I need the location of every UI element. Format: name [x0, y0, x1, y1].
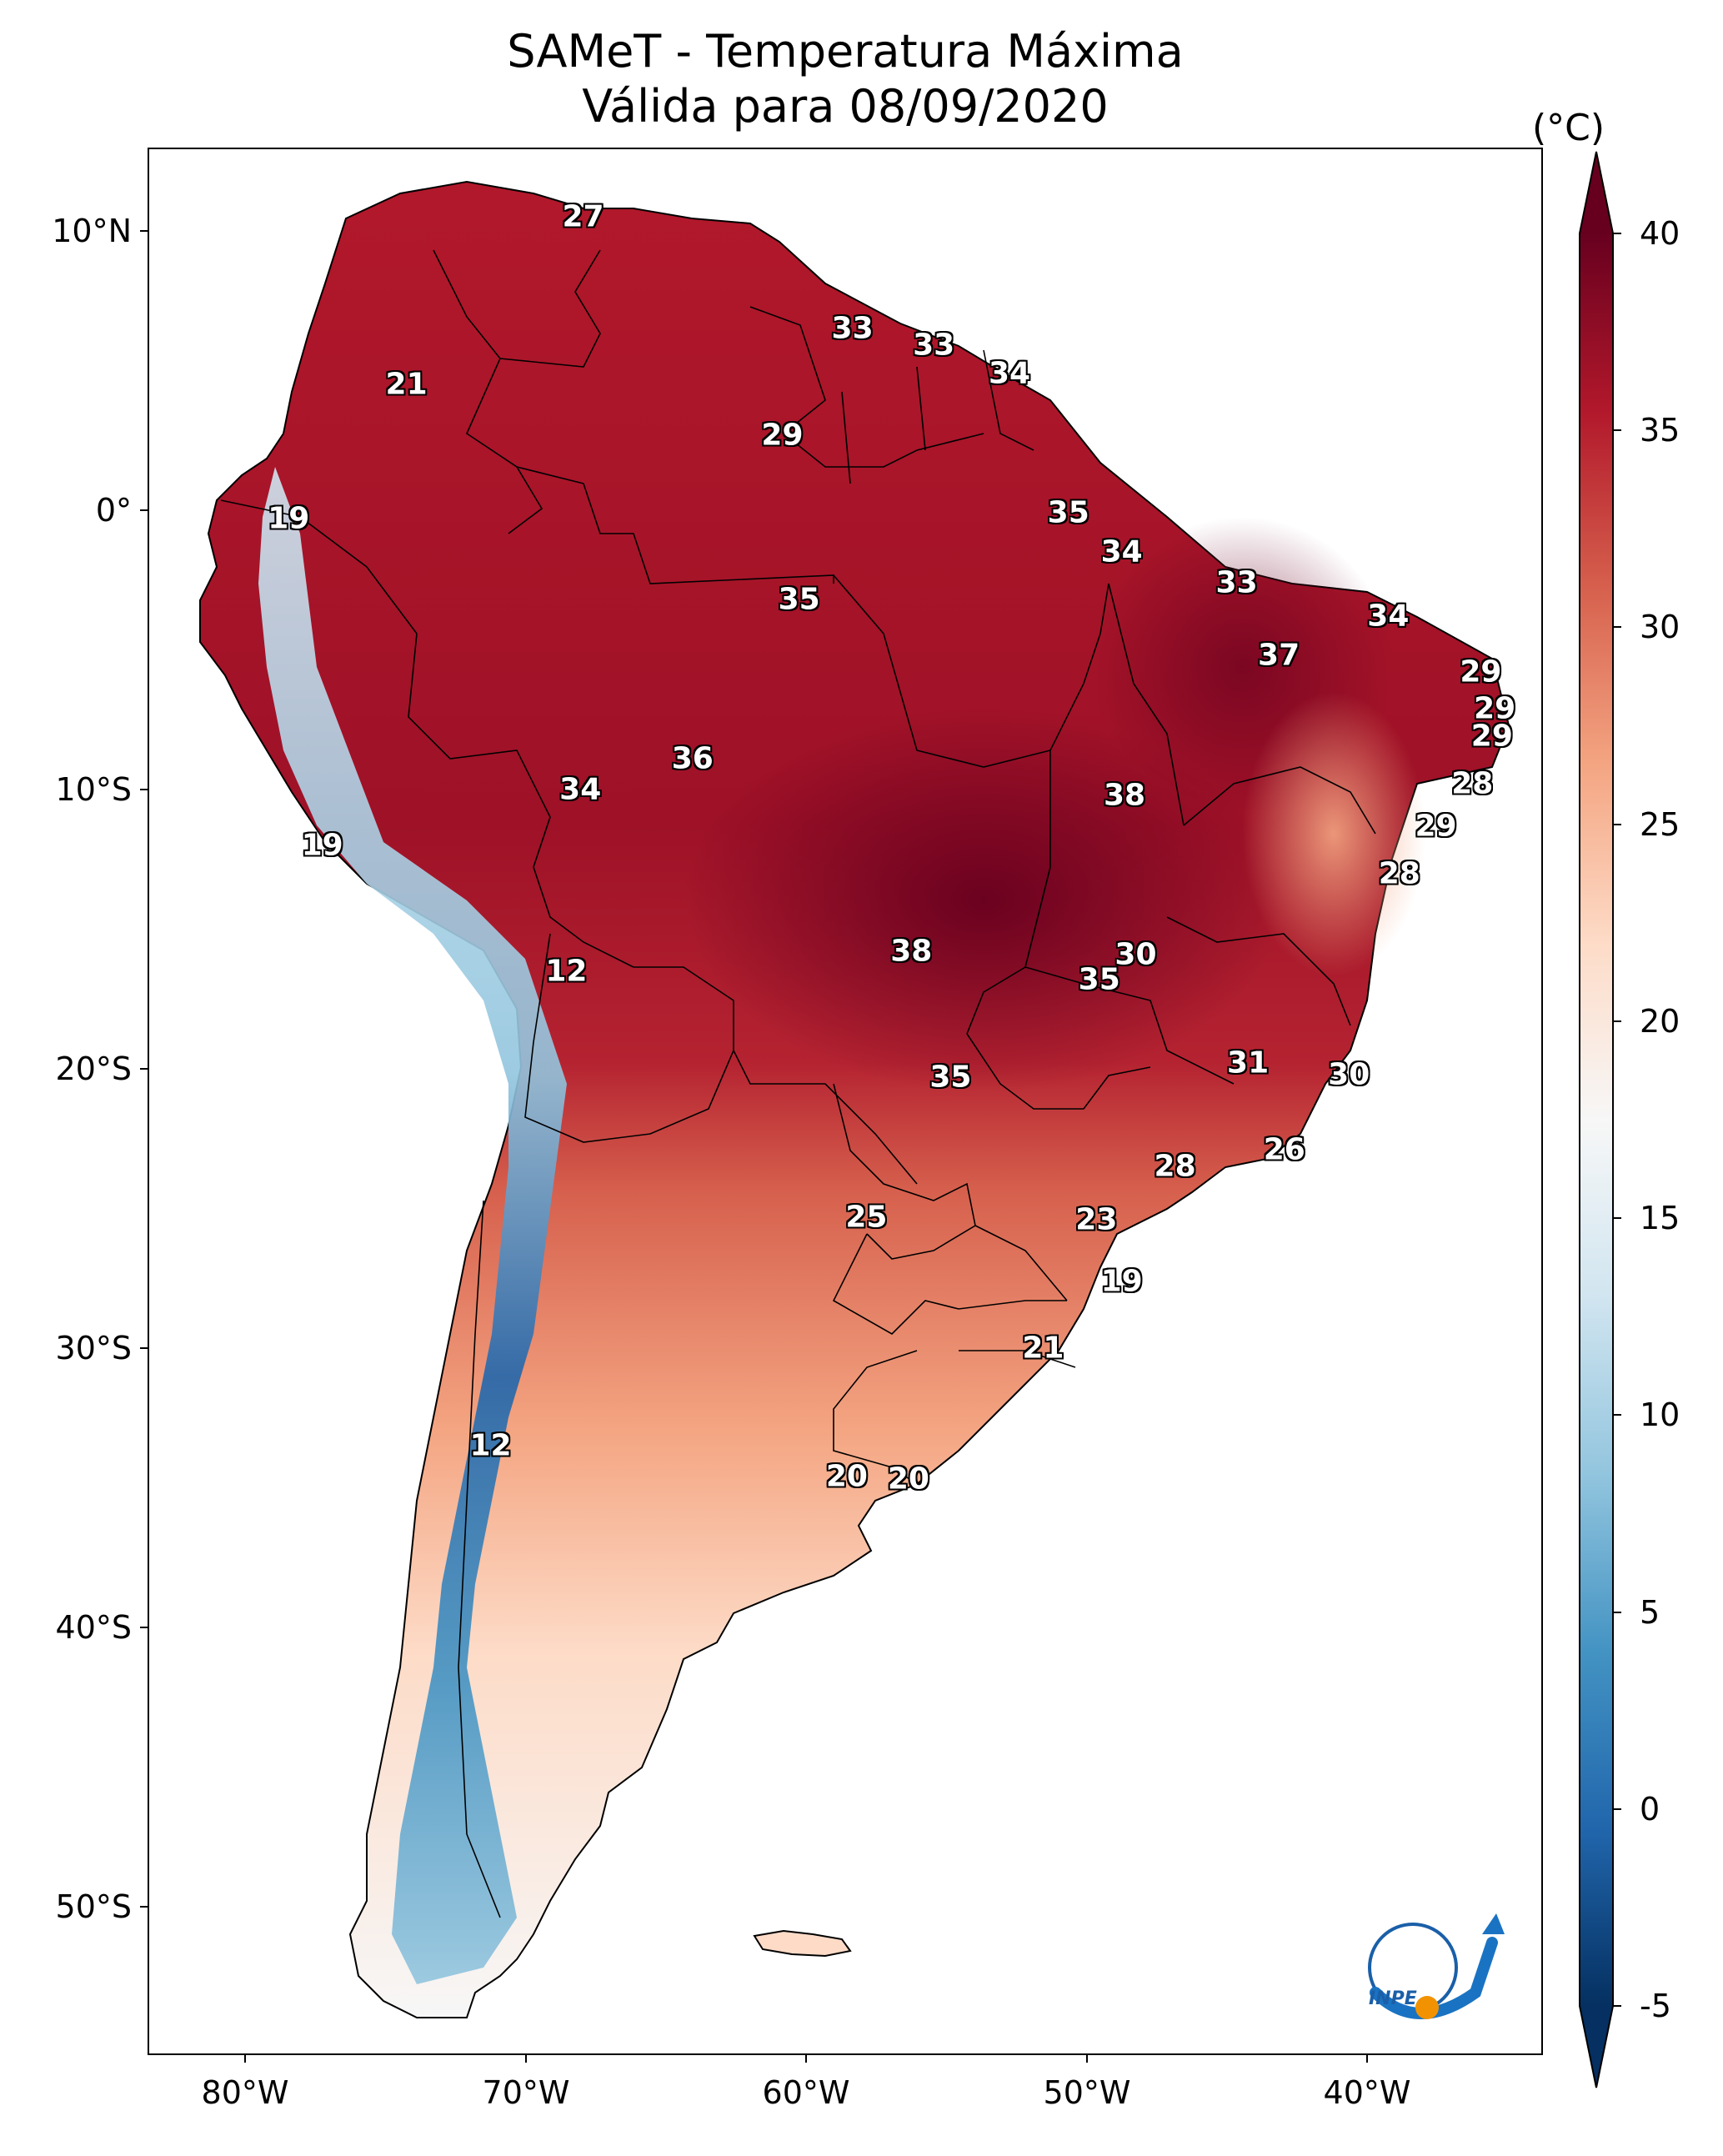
lat-tick-label: 20°S: [55, 1050, 132, 1087]
temperature-label: 19: [1100, 1264, 1143, 1299]
temperature-label: 29: [761, 418, 804, 453]
colorbar-tick-label: -5: [1640, 1988, 1671, 2024]
continent-layer: [199, 180, 1510, 2018]
colorbar-tick-label: 5: [1640, 1594, 1660, 1631]
temperature-label: 30: [1114, 937, 1157, 972]
temperature-label: 28: [1378, 856, 1420, 890]
temperature-label: 29: [1470, 719, 1513, 754]
temperature-label: 30: [1328, 1057, 1370, 1092]
temperature-label: 38: [1103, 778, 1146, 813]
logo-text: INPE: [1369, 1988, 1417, 2009]
temperature-label: 38: [890, 934, 933, 969]
temperature-label: 31: [1227, 1045, 1270, 1081]
andes-cold-strip: [258, 467, 567, 1984]
falkland-islands: [753, 1929, 852, 1958]
temperature-label: 35: [778, 582, 820, 617]
temperature-label: 33: [831, 311, 874, 346]
lon-tick-label: 70°W: [482, 2074, 570, 2111]
temperature-label: 35: [929, 1060, 972, 1095]
colorbar-gradient: [1580, 233, 1613, 2006]
temperature-label: 29: [1415, 809, 1457, 844]
lon-tick-label: 50°W: [1043, 2074, 1131, 2111]
temperature-label: 26: [1263, 1132, 1305, 1167]
lat-tick-label: 40°S: [55, 1609, 132, 1646]
temperature-label: 20: [887, 1462, 929, 1497]
temperature-label: 36: [671, 741, 714, 776]
colorbar-tick-label: 10: [1640, 1396, 1680, 1433]
temperature-label: 34: [1100, 534, 1143, 569]
temperature-label: 12: [469, 1428, 512, 1463]
colorbar-bottom-arrow: [1580, 2006, 1613, 2088]
axis-tick-marks: [140, 230, 1621, 2063]
temperature-label: 28: [1451, 766, 1494, 801]
temperature-label: 29: [1474, 691, 1516, 726]
colorbar-tick-label: 0: [1640, 1791, 1660, 1828]
colorbar-tick-label: 35: [1640, 412, 1680, 449]
temperature-label: 21: [385, 367, 428, 402]
lat-tick-label: 10°S: [55, 771, 132, 808]
colorbar-tick-label: 15: [1640, 1200, 1680, 1236]
temperature-label: 19: [268, 501, 310, 536]
lat-tick-label: 50°S: [55, 1888, 132, 1925]
temperature-label: 19: [301, 828, 343, 863]
colorbar: [1579, 151, 1614, 2088]
temperature-label: 27: [562, 199, 604, 234]
temperature-label: 34: [559, 772, 602, 807]
lon-tick-label: 80°W: [201, 2074, 289, 2111]
lon-tick-label: 60°W: [762, 2074, 850, 2111]
temperature-label: 25: [845, 1200, 888, 1235]
temperature-label: 34: [1367, 599, 1410, 634]
temperature-label: 12: [545, 954, 588, 989]
colorbar-tick-label: 40: [1640, 215, 1680, 252]
temperature-label: 37: [1258, 638, 1300, 673]
colorbar-top-arrow: [1580, 152, 1613, 233]
colorbar-tick-label: 25: [1640, 806, 1680, 843]
temperature-label: 29: [1460, 654, 1502, 689]
temperature-label: 33: [913, 328, 955, 363]
temperature-label: 33: [1215, 565, 1258, 600]
colorbar-tick-label: 20: [1640, 1003, 1680, 1040]
mild-region-northeast-coast: [1242, 692, 1425, 975]
temperature-label: 34: [988, 356, 1031, 391]
map-title: SAMeT - Temperatura Máxima: [507, 25, 1184, 78]
temperature-label: 35: [1078, 962, 1120, 997]
temperature-label: 28: [1154, 1149, 1196, 1184]
country-borders: [220, 249, 1376, 1918]
lat-tick-label: 0°: [95, 492, 132, 529]
lat-tick-label: 30°S: [55, 1330, 132, 1366]
colorbar-unit: (°C): [1532, 107, 1605, 149]
lat-tick-label: 10°N: [52, 213, 132, 249]
colorbar-tick-label: 30: [1640, 609, 1680, 645]
lon-tick-label: 40°W: [1323, 2074, 1411, 2111]
temperature-label: 35: [1047, 495, 1089, 530]
inpe-logo-icon: [1368, 1913, 1505, 2019]
temperature-label: 20: [825, 1459, 868, 1494]
temperature-label: 21: [1022, 1331, 1064, 1366]
temperature-label: 23: [1075, 1202, 1118, 1237]
map-subtitle: Válida para 08/09/2020: [582, 80, 1109, 133]
